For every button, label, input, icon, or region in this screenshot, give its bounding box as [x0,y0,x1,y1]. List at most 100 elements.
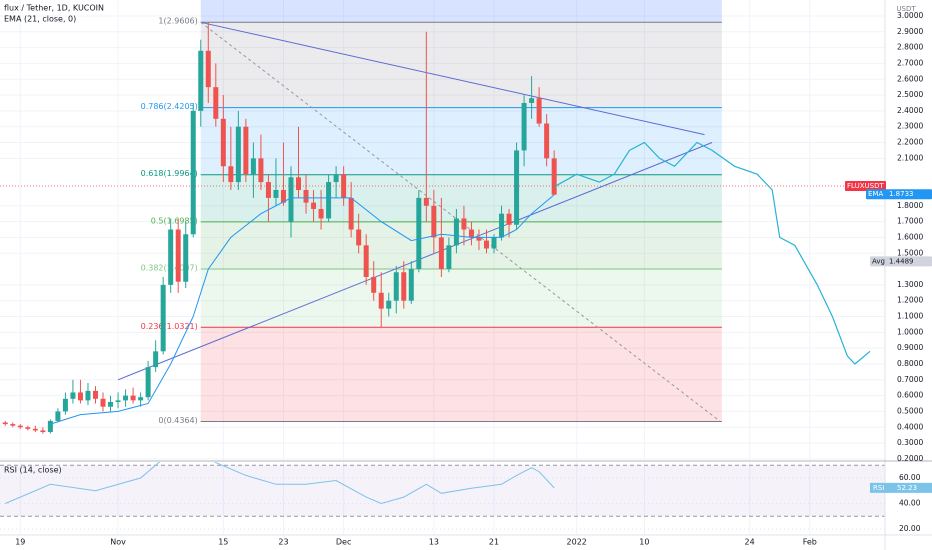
tag-value: 52.23 [897,484,917,492]
candle-body [123,395,129,401]
candle-body [551,158,557,195]
candle-body [250,158,256,175]
candle-body [273,189,279,198]
candle-body [499,213,505,238]
fib-zone [200,107,722,175]
y-tick-label: 0.4000 [897,422,923,431]
y-tick-label: 2.2000 [897,138,923,147]
x-tick-label: 15 [218,538,228,547]
candle-body [408,269,414,301]
candle-body [10,424,16,426]
candle-body [228,166,234,183]
candle-body [416,197,422,270]
candle-body [77,392,83,401]
candle-body [138,397,144,401]
candle-body [491,237,497,249]
y-tick-label: 1.1000 [897,312,923,321]
candle-body [205,50,211,88]
fib-extension-zone [200,0,722,23]
y-tick-label: 0.2000 [897,454,923,463]
x-tick-label: 21 [489,538,499,547]
rsi-band [0,465,885,517]
fib-zone [200,327,722,422]
candle-body [183,234,189,282]
y-tick-label: 1.3000 [897,280,923,289]
currency-label: USDT [896,5,916,13]
candle-body [40,430,46,433]
candle-body [431,205,437,238]
tag-label: RSI [873,484,884,492]
candle-body [32,428,38,431]
tag-label: EMA [868,190,883,198]
tag-label: FLUXUSDT [847,182,884,190]
fib-label: 1(2.9606) [158,17,197,26]
candle-body [386,300,392,309]
candle-body [108,401,114,407]
candle-body [446,245,452,270]
tag-box [870,256,932,267]
candle-body [198,50,204,111]
tag-value: 1.4489 [889,257,914,265]
candle-body [130,395,136,401]
projection-line [553,141,871,365]
candle-body [145,367,151,398]
fib-label: 0(0.4364) [158,416,197,425]
candle-body [288,177,294,222]
candle-body [393,272,399,301]
candle-body [378,292,384,309]
fib-label: 0.5(1.6985) [151,216,198,225]
candle-body [461,218,467,230]
candle-body [341,174,347,198]
x-tick-label: 10 [639,538,649,547]
candle-body [529,98,535,103]
candle-body [265,182,271,198]
tag-label: Avg [872,257,885,265]
y-tick-label: 1.5000 [897,248,923,257]
price-tag: FLUXUSDT [845,181,886,192]
tag-box [866,189,932,200]
y-tick-label: 0.9000 [897,343,923,352]
candle-body [25,427,31,429]
y-tick-label: 2.4000 [897,106,923,115]
y-tick-label: 1.2000 [897,296,923,305]
candle-body [311,202,317,209]
candle-body [296,177,302,190]
rsi-pane [0,462,885,535]
candle-body [220,118,226,167]
trendline [200,21,720,422]
y-tick-label: 1.0000 [897,327,923,336]
candle-body [326,182,332,219]
candle-body [17,425,23,428]
fib-label: 0.618(1.9964) [141,169,198,178]
candle-body [544,123,550,159]
tag-box [870,482,932,493]
candle-body [92,390,98,399]
ema-line [50,194,555,425]
y-tick-label: 0.5000 [897,406,923,415]
candle-body [356,229,362,246]
candle-body [62,398,68,412]
y-tick-label: 1.7000 [897,217,923,226]
candle-body [363,245,369,277]
candle-body [213,87,219,119]
y-tick-label: 2.6000 [897,74,923,83]
indicator-label: EMA (21, close, 0) [4,15,76,24]
candle-body [521,102,527,151]
y-tick-label: 1.8000 [897,201,923,210]
rsi-tick-label: 60.00 [899,473,921,482]
x-tick-label: Dec [336,538,351,547]
rsi-line [5,462,555,505]
candle-body [235,126,241,183]
candle-body [280,189,286,203]
candle-body [468,229,474,238]
x-tick-label: 2022 [567,538,587,547]
candle-body [153,351,159,368]
candle-body [453,218,459,246]
x-tick-label: 24 [745,538,755,547]
candle-body [70,392,76,399]
y-tick-label: 0.3000 [897,438,923,447]
candle-body [423,197,429,206]
candle-body [168,229,174,285]
